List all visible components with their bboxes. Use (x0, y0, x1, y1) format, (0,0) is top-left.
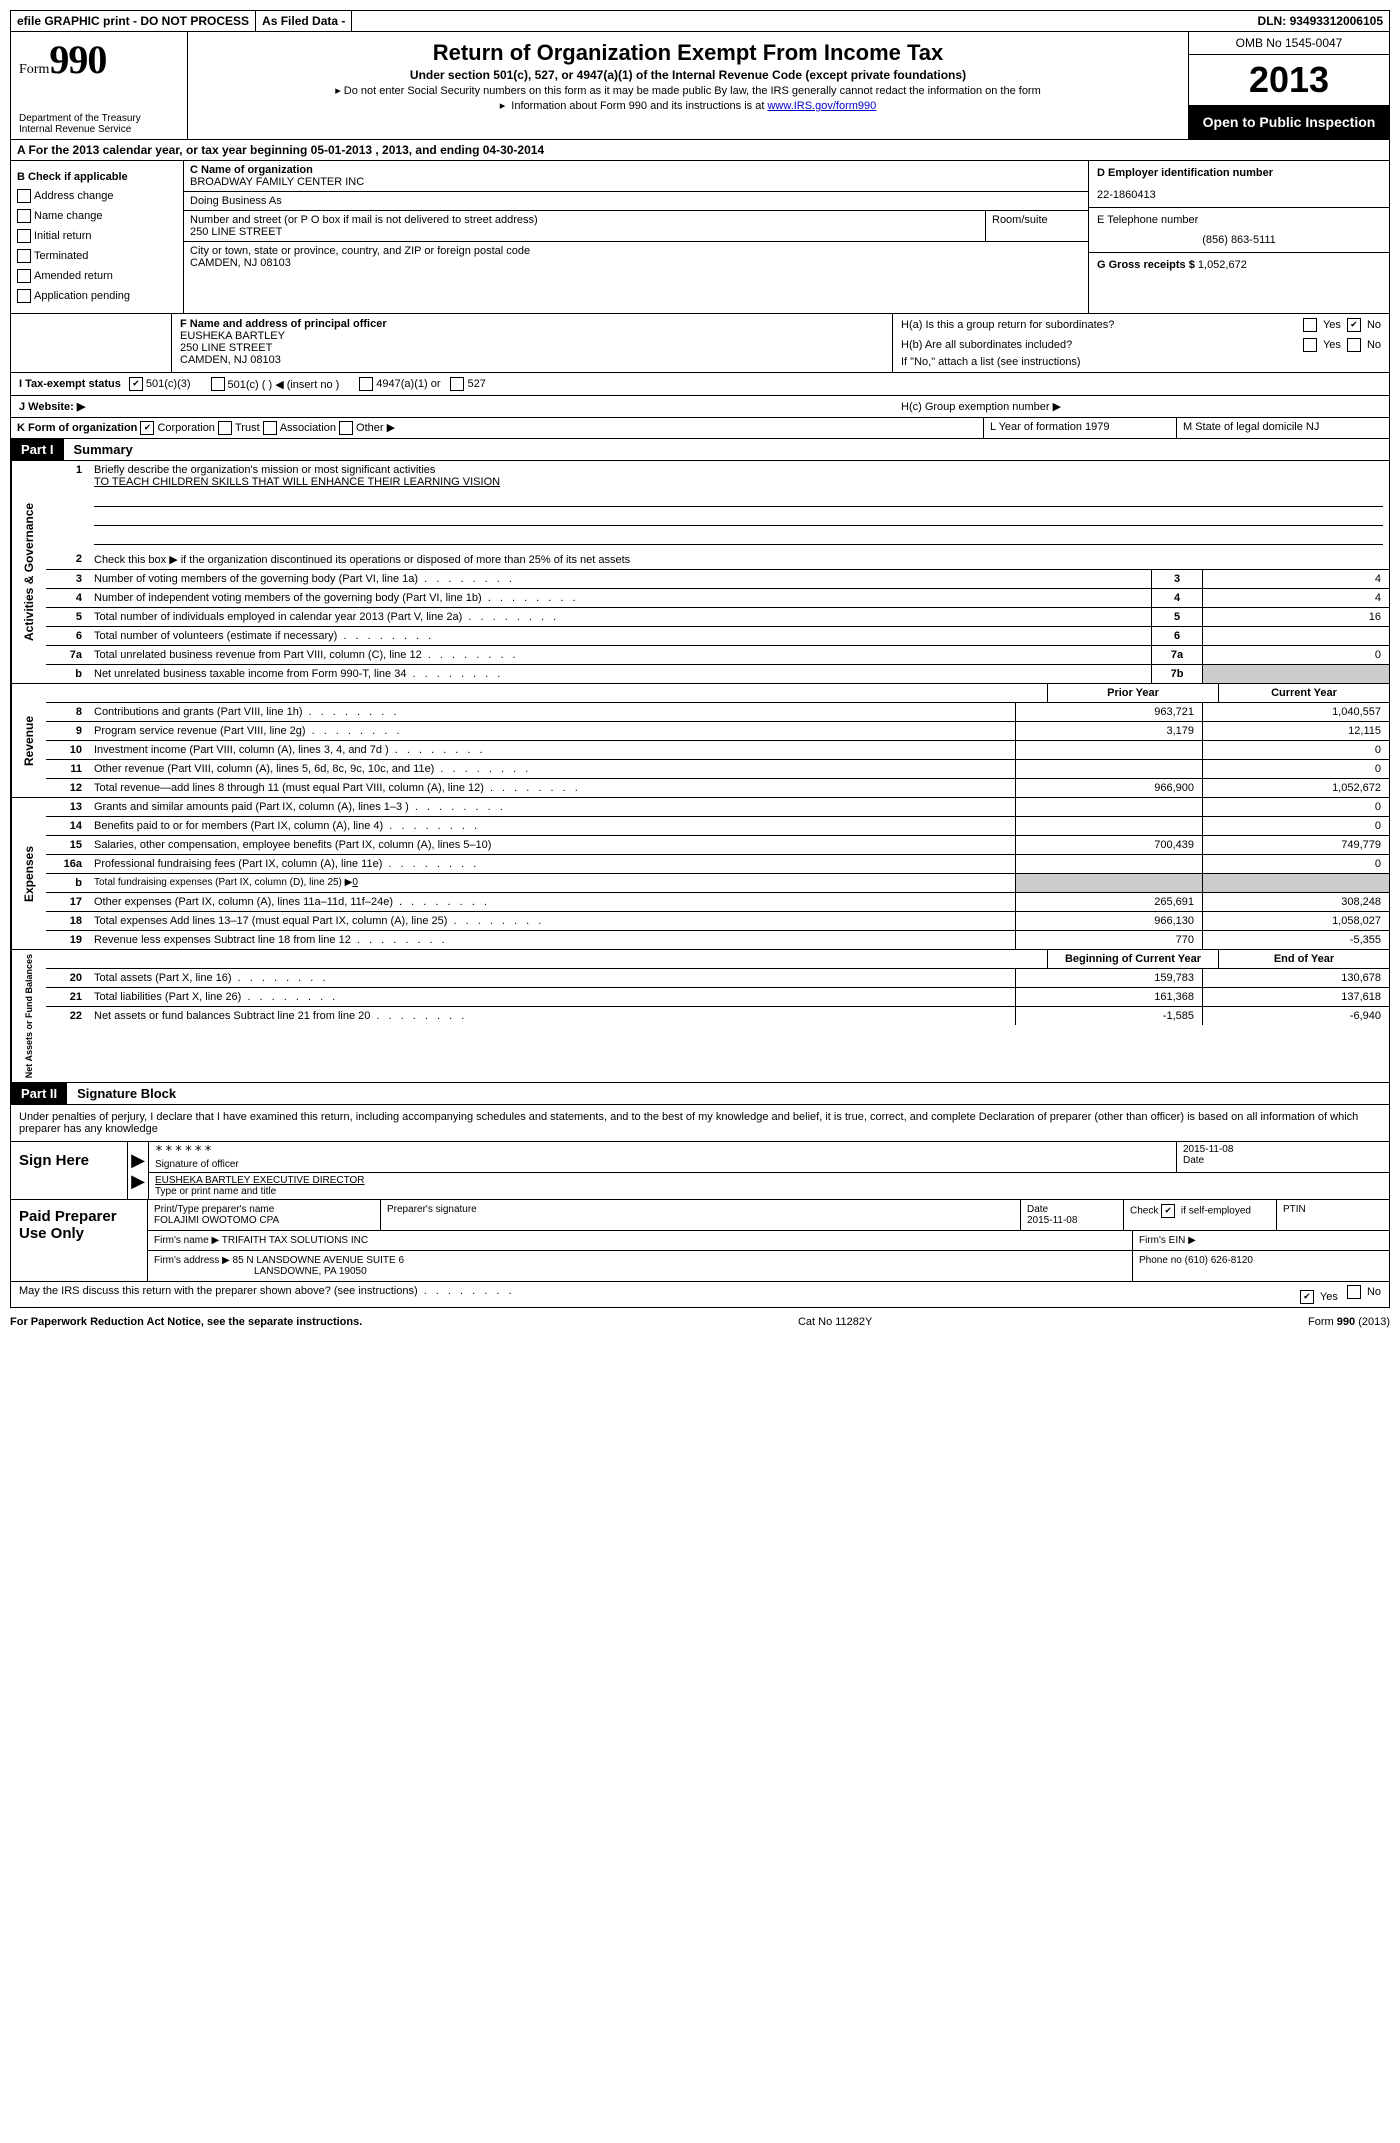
ha-no[interactable] (1347, 318, 1361, 332)
org-street: 250 LINE STREET (190, 226, 979, 238)
chk-corp[interactable] (140, 421, 154, 435)
header-left: Form990 Department of the Treasury Inter… (11, 32, 188, 139)
chk-assoc[interactable] (263, 421, 277, 435)
chk-other[interactable] (339, 421, 353, 435)
officer-name: EUSHEKA BARTLEY EXECUTIVE DIRECTOR (155, 1175, 1383, 1186)
chk-amended[interactable] (17, 269, 31, 283)
row-klm: K Form of organization Corporation Trust… (10, 418, 1390, 439)
summary-expenses: Expenses 13Grants and similar amounts pa… (10, 798, 1390, 950)
part-ii-header: Part II Signature Block (10, 1083, 1390, 1105)
telephone: (856) 863-5111 (1097, 234, 1381, 246)
open-to-public: Open to Public Inspection (1189, 106, 1389, 139)
mission: TO TEACH CHILDREN SKILLS THAT WILL ENHAN… (94, 476, 1383, 488)
header-right: OMB No 1545-0047 2013 Open to Public Ins… (1188, 32, 1389, 139)
line-a-period: A For the 2013 calendar year, or tax yea… (10, 140, 1390, 161)
chk-terminated[interactable] (17, 249, 31, 263)
row-j: J Website: ▶ H(c) Group exemption number… (10, 396, 1390, 418)
form-subtitle: Under section 501(c), 527, or 4947(a)(1)… (198, 68, 1178, 82)
part-i-header: Part I Summary (10, 439, 1390, 461)
row-i: I Tax-exempt status 501(c)(3) 501(c) ( )… (10, 373, 1390, 396)
column-c: C Name of organization BROADWAY FAMILY C… (184, 161, 1088, 313)
chk-application[interactable] (17, 289, 31, 303)
discuss-yes[interactable] (1300, 1290, 1314, 1304)
instruction-1: Do not enter Social Security numbers on … (198, 84, 1178, 97)
as-filed: As Filed Data - (256, 11, 352, 31)
section-h: H(a) Is this a group return for subordin… (893, 314, 1389, 372)
section-bcd: B Check if applicable Address change Nam… (10, 161, 1390, 314)
perjury-statement: Under penalties of perjury, I declare th… (10, 1105, 1390, 1142)
column-b: B Check if applicable Address change Nam… (11, 161, 184, 313)
header-mid: Return of Organization Exempt From Incom… (188, 32, 1188, 139)
chk-527[interactable] (450, 377, 464, 391)
page-footer: For Paperwork Reduction Act Notice, see … (10, 1308, 1390, 1328)
gross-receipts: 1,052,672 (1198, 259, 1247, 271)
ein: 22-1860413 (1097, 189, 1381, 201)
dept-treasury: Department of the Treasury (19, 113, 179, 124)
instruction-2: Information about Form 990 and its instr… (198, 99, 1178, 112)
section-fh: F Name and address of principal officer … (10, 314, 1390, 373)
chk-trust[interactable] (218, 421, 232, 435)
hb-yes[interactable] (1303, 338, 1317, 352)
chk-initial[interactable] (17, 229, 31, 243)
chk-address[interactable] (17, 189, 31, 203)
form-title: Return of Organization Exempt From Incom… (198, 40, 1178, 66)
dln: DLN: 93493312006105 (1252, 11, 1389, 31)
sign-here-block: Sign Here ▶▶ ****** Signature of officer… (10, 1142, 1390, 1200)
preparer-name: FOLAJIMI OWOTOMO CPA (154, 1215, 374, 1226)
form-header: Form990 Department of the Treasury Inter… (10, 32, 1390, 140)
tax-year: 2013 (1189, 55, 1389, 106)
summary-revenue: Revenue Prior YearCurrent Year 8Contribu… (10, 684, 1390, 798)
discuss-no[interactable] (1347, 1285, 1361, 1299)
ha-yes[interactable] (1303, 318, 1317, 332)
irs-label: Internal Revenue Service (19, 124, 179, 135)
chk-4947[interactable] (359, 377, 373, 391)
paid-preparer-block: Paid Preparer Use Only Print/Type prepar… (10, 1200, 1390, 1282)
efile-notice: efile GRAPHIC print - DO NOT PROCESS (11, 11, 256, 31)
discuss-row: May the IRS discuss this return with the… (10, 1282, 1390, 1308)
chk-self-employed[interactable] (1161, 1204, 1175, 1218)
top-bar: efile GRAPHIC print - DO NOT PROCESS As … (10, 10, 1390, 32)
chk-501c[interactable] (211, 377, 225, 391)
chk-501c3[interactable] (129, 377, 143, 391)
chk-name[interactable] (17, 209, 31, 223)
summary-activities: Activities & Governance 1 Briefly descri… (10, 461, 1390, 684)
irs-link[interactable]: www.IRS.gov/form990 (767, 100, 876, 112)
summary-net-assets: Net Assets or Fund Balances Beginning of… (10, 950, 1390, 1083)
omb-number: OMB No 1545-0047 (1189, 32, 1389, 55)
org-name: BROADWAY FAMILY CENTER INC (190, 176, 1082, 188)
section-f: F Name and address of principal officer … (172, 314, 893, 372)
column-d: D Employer identification number 22-1860… (1088, 161, 1389, 313)
hb-no[interactable] (1347, 338, 1361, 352)
org-city: CAMDEN, NJ 08103 (190, 257, 1082, 269)
sign-arrow-icon: ▶▶ (128, 1142, 149, 1199)
